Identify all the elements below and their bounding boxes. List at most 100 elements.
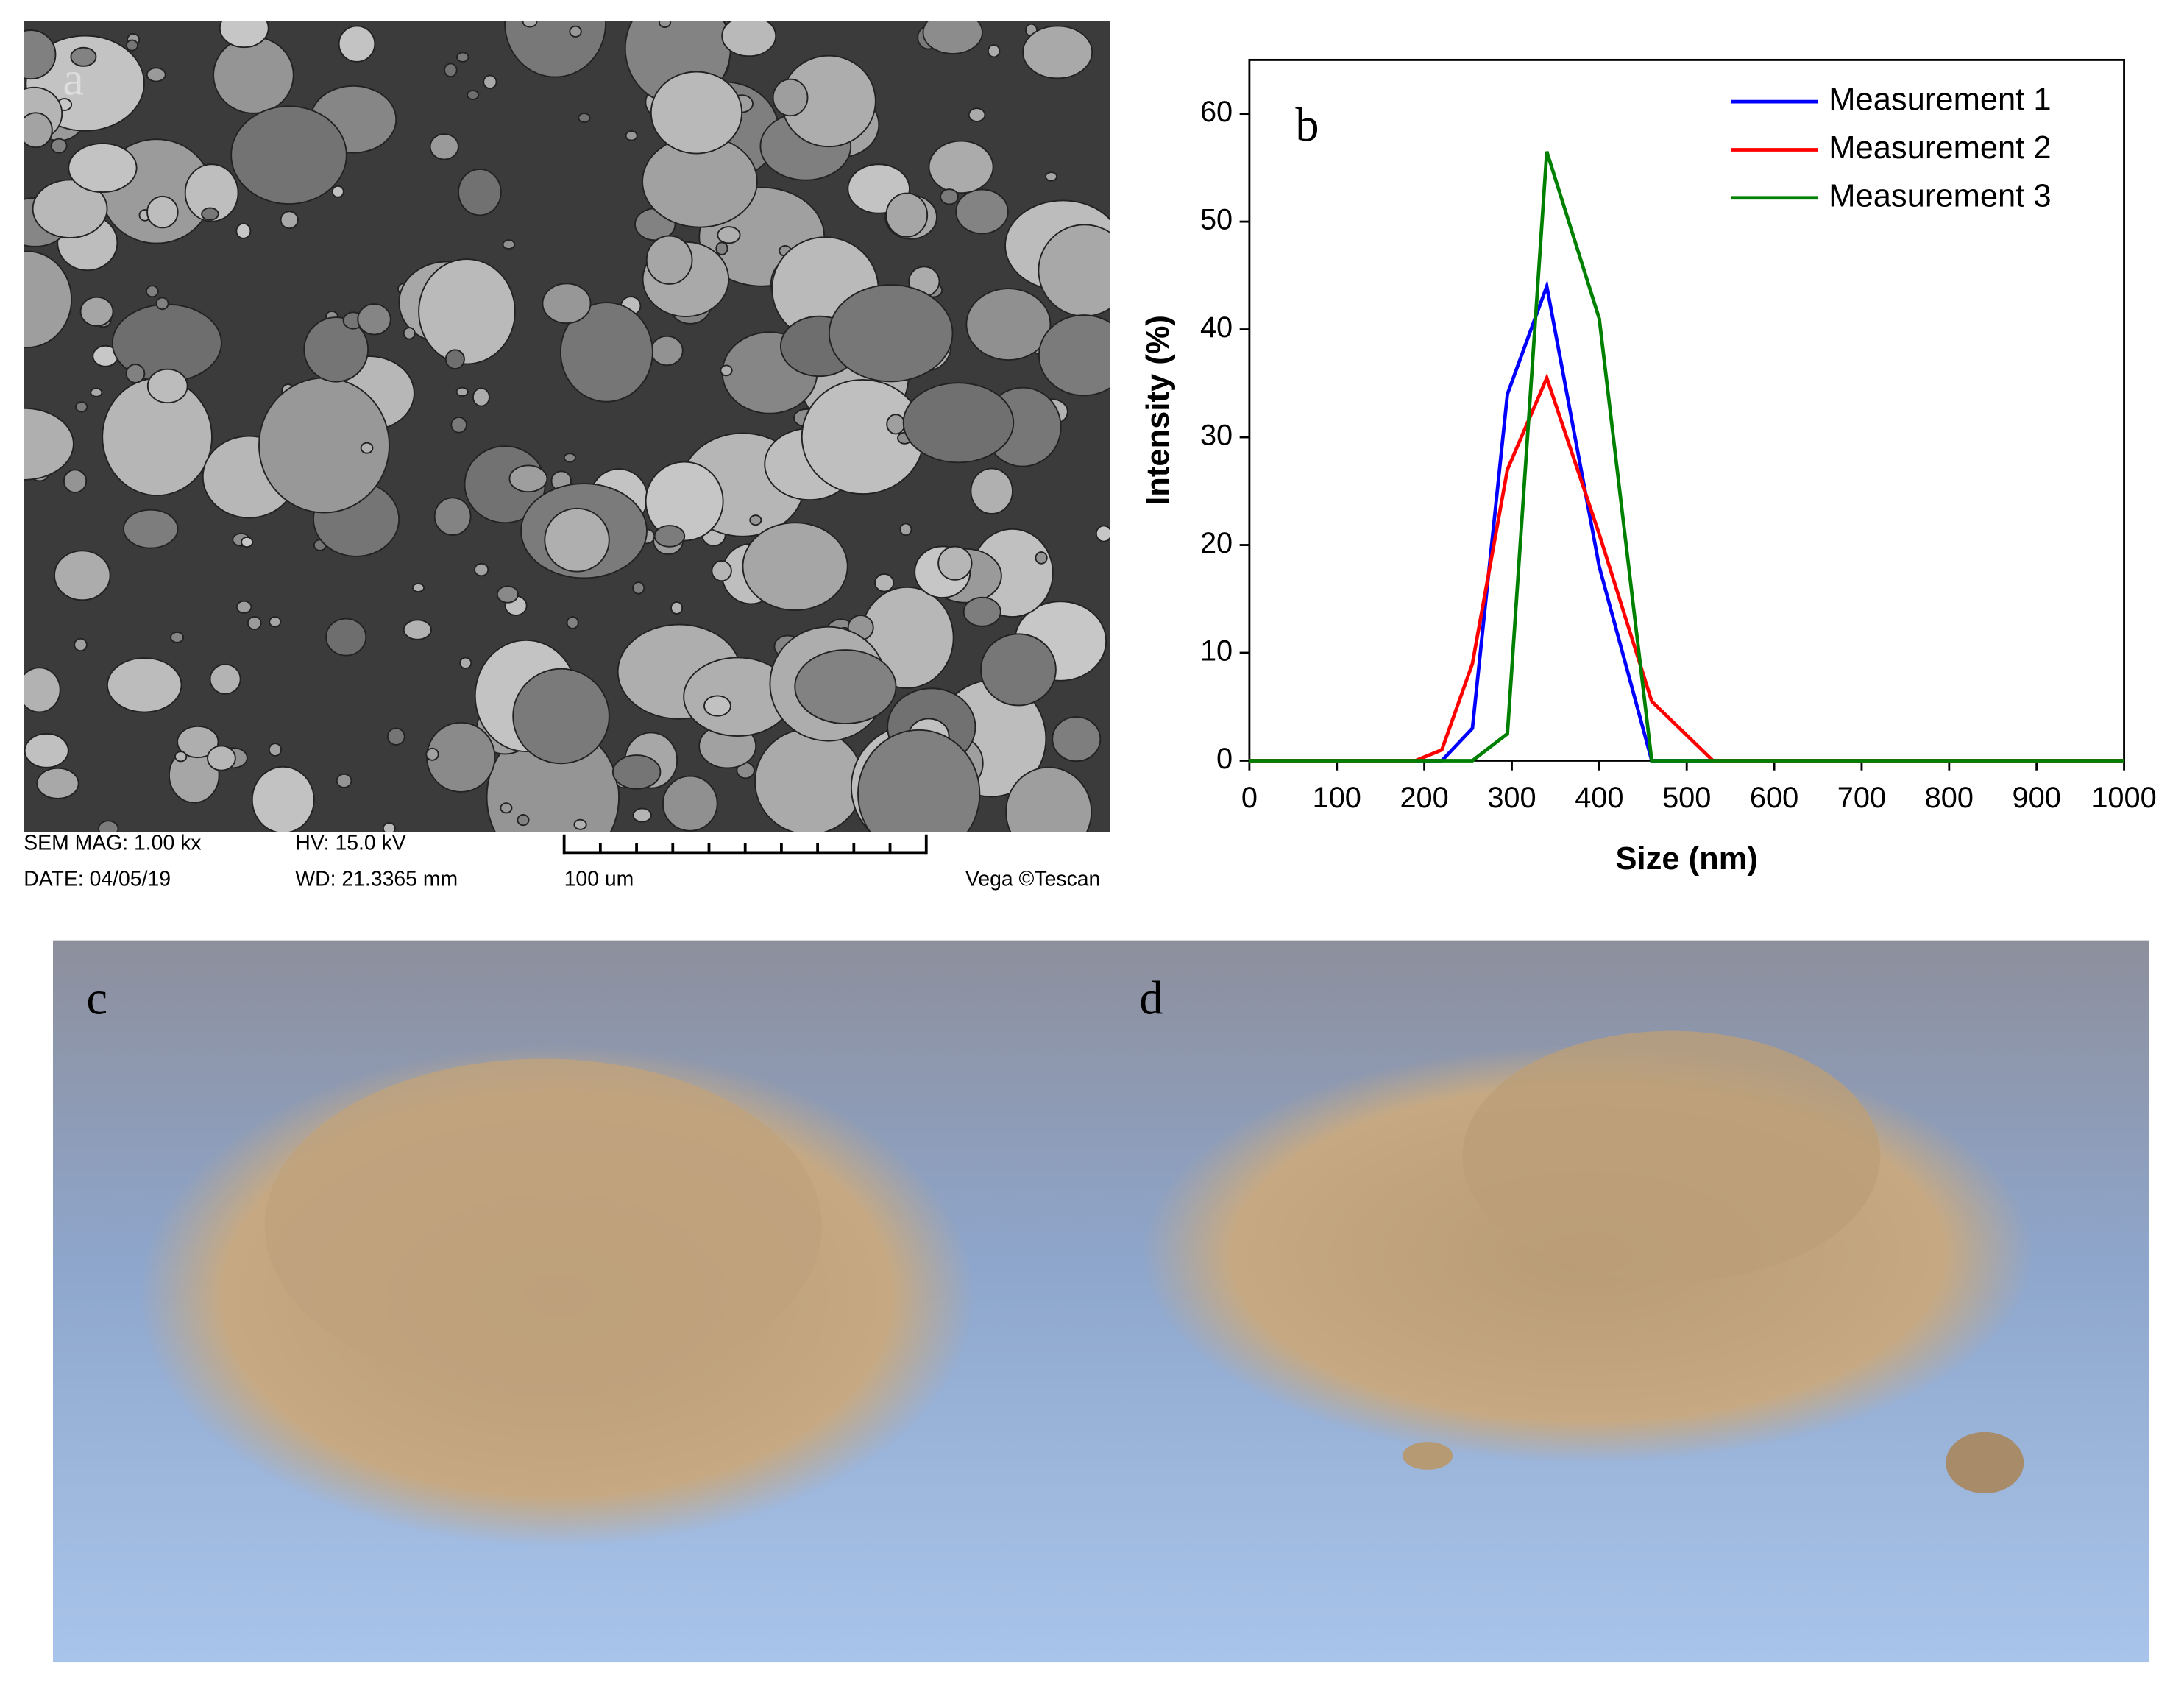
photo-panel: c	[52, 940, 1107, 1663]
particle	[566, 616, 579, 629]
particle	[79, 296, 114, 327]
particle	[418, 258, 516, 365]
particle	[386, 727, 405, 746]
particle	[632, 581, 645, 595]
particle	[170, 631, 185, 643]
particle	[213, 36, 294, 114]
particle	[303, 316, 369, 383]
particle	[965, 288, 1052, 361]
scale-bar	[562, 834, 928, 855]
particle	[1038, 224, 1110, 317]
particle	[987, 44, 1001, 58]
flake	[1403, 1442, 1453, 1470]
particle	[24, 733, 69, 768]
x-tick-label: 400	[1575, 782, 1623, 814]
sem-info: DATE: 04/05/19	[24, 868, 171, 891]
particle	[411, 582, 425, 593]
particle	[268, 743, 283, 757]
particle	[902, 382, 1015, 464]
particle	[1052, 716, 1102, 763]
particle	[241, 537, 254, 548]
particle	[123, 509, 179, 549]
particle	[922, 21, 983, 54]
particle	[456, 52, 469, 63]
particle	[155, 297, 169, 311]
particle	[50, 138, 68, 154]
x-tick-label: 200	[1400, 782, 1448, 814]
particle	[459, 657, 472, 670]
legend-label: Measurement 3	[1829, 178, 2051, 213]
particle	[90, 387, 103, 397]
particle	[74, 401, 88, 413]
particle	[219, 21, 269, 49]
particle	[659, 21, 672, 28]
particle	[559, 302, 653, 403]
particle	[721, 21, 777, 57]
particle	[63, 469, 88, 493]
particle	[703, 695, 731, 717]
particle	[711, 560, 732, 582]
powder-flakes	[1462, 1030, 1881, 1282]
particle	[970, 467, 1013, 514]
y-tick-label: 10	[1200, 634, 1233, 667]
particle	[403, 619, 432, 640]
particle	[269, 616, 282, 628]
particle	[146, 368, 188, 404]
particle	[611, 754, 662, 790]
particle	[360, 442, 374, 454]
y-tick-label: 0	[1216, 743, 1233, 775]
panel-label: b	[1295, 99, 1319, 151]
particle	[458, 168, 502, 216]
particle	[772, 78, 809, 117]
particle	[32, 179, 108, 239]
particle	[542, 283, 592, 325]
particle	[1038, 314, 1110, 397]
particle	[450, 417, 467, 434]
particle	[715, 241, 728, 255]
particle	[1044, 171, 1058, 182]
particle	[174, 751, 188, 763]
particle	[625, 130, 638, 141]
sem-panel: a SEM MAG: 1.00 kx HV: 15.0 kV DATE: 04/…	[24, 21, 1110, 891]
particle	[24, 407, 74, 481]
particle	[645, 235, 693, 285]
particle	[433, 497, 472, 536]
particle	[670, 601, 684, 615]
particle	[54, 550, 111, 601]
sem-info: SEM MAG: 1.00 kx	[24, 832, 201, 855]
particle	[325, 618, 367, 657]
particle	[444, 63, 458, 77]
particle	[522, 21, 538, 28]
particle	[794, 649, 897, 725]
data-line	[1249, 151, 2124, 763]
particle	[857, 729, 981, 832]
particle	[720, 364, 733, 377]
chart-panel: 0 100 200 300 400 500 600 700 800 900 1000 0 10 20 30 4…	[1141, 58, 2157, 877]
x-tick-label: 900	[2013, 782, 2061, 814]
particle	[662, 775, 718, 832]
particle	[544, 507, 610, 573]
sem-particles	[24, 21, 1110, 832]
particle	[885, 192, 929, 238]
particle	[235, 600, 252, 614]
particle	[336, 773, 352, 788]
particle	[962, 596, 1001, 627]
particle	[74, 637, 88, 652]
particle	[425, 747, 439, 761]
particle	[209, 663, 241, 695]
panel-label: d	[1139, 972, 1163, 1025]
legend-label: Measurement 1	[1829, 82, 2051, 118]
particle	[70, 46, 97, 67]
sem-info: Vega ©Tescan	[965, 868, 1100, 891]
particle	[496, 585, 519, 604]
particle	[512, 668, 610, 765]
particle	[632, 807, 652, 823]
x-tick-label: 600	[1750, 782, 1798, 814]
particle	[24, 667, 61, 713]
particle	[1005, 766, 1093, 832]
flake	[1946, 1432, 2024, 1494]
particle	[382, 822, 396, 832]
y-tick-label: 50	[1200, 204, 1233, 236]
sem-info: HV: 15.0 kV	[295, 832, 405, 855]
particle	[886, 414, 906, 435]
